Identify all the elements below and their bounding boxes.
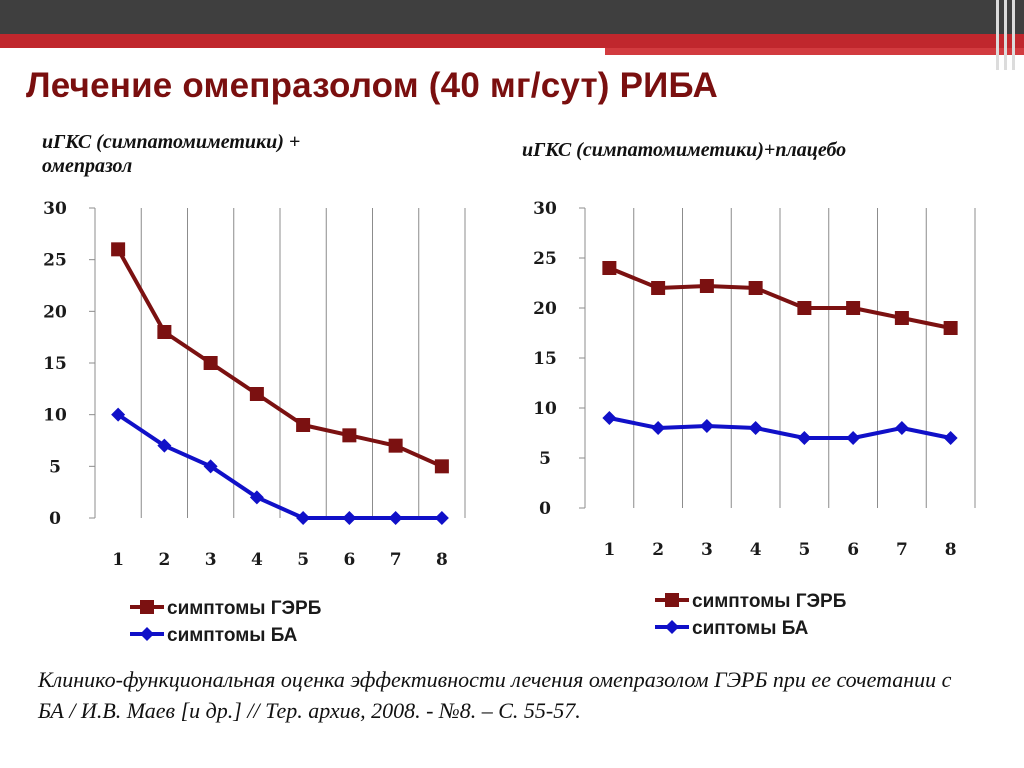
series-line <box>116 248 443 469</box>
y-tick-label: 5 <box>49 457 61 477</box>
y-tick-label: 25 <box>43 251 67 271</box>
data-point <box>797 431 812 445</box>
data-point <box>434 511 449 525</box>
x-tick-label: 4 <box>251 550 263 570</box>
right-chart-subtitle: иГКС (симпатомиметики)+плацебо <box>522 139 847 161</box>
top-dark-bar <box>0 0 1024 34</box>
data-point <box>157 325 172 339</box>
data-point <box>943 431 958 445</box>
y-tick-label: 15 <box>43 354 67 374</box>
data-point <box>748 281 763 295</box>
data-point <box>111 242 126 257</box>
y-tick-label: 25 <box>533 249 557 269</box>
data-point <box>651 281 666 295</box>
data-point <box>797 301 812 315</box>
left-subtitle-line2: омепразол <box>42 155 133 177</box>
decorative-stripe <box>1004 0 1007 70</box>
series-line <box>608 416 952 440</box>
x-tick-label: 4 <box>750 540 762 560</box>
data-point <box>388 438 403 453</box>
left-subtitle-line1: иГКС (симпатомиметики) + <box>42 131 301 153</box>
decorative-stripe <box>1012 0 1015 70</box>
data-point <box>111 407 126 422</box>
data-point <box>203 356 218 370</box>
top-red-accent <box>605 48 1024 55</box>
data-point <box>157 438 172 453</box>
left-chart-subtitle: иГКС (симпатомиметики) + омепразол <box>42 130 300 178</box>
x-tick-label: 3 <box>205 550 217 570</box>
y-tick-label: 5 <box>539 449 551 469</box>
data-point <box>846 301 861 315</box>
y-tick-label: 10 <box>43 406 67 426</box>
x-tick-label: 7 <box>896 540 908 560</box>
x-tick-label: 2 <box>158 550 170 570</box>
data-point <box>651 421 666 435</box>
data-point <box>296 511 311 525</box>
data-point <box>699 419 714 433</box>
legend-marker <box>140 600 154 614</box>
data-point <box>249 387 264 401</box>
series-line <box>608 266 952 330</box>
x-tick-label: 1 <box>603 540 615 560</box>
data-point <box>342 428 357 443</box>
data-point <box>846 431 861 445</box>
y-tick-label: 0 <box>49 509 61 529</box>
decorative-stripe <box>996 0 999 70</box>
y-tick-label: 30 <box>533 199 557 219</box>
chart-omeprazole: 0 5 10 15 20 25 30 1 2 3 4 5 6 7 8 симптомы ГЭРБ симптом… <box>43 199 466 646</box>
series-line <box>117 413 442 520</box>
data-point <box>894 421 909 435</box>
legend-marker <box>665 620 679 634</box>
top-red-bar <box>0 34 1024 48</box>
y-tick-label: 30 <box>43 199 67 219</box>
data-point <box>943 321 958 335</box>
x-tick-label: 6 <box>847 540 859 560</box>
legend-marker <box>140 627 154 641</box>
legend-label: симптомы ГЭРБ <box>167 598 321 619</box>
data-point <box>249 490 264 505</box>
legend-label: симптомы ГЭРБ <box>692 591 846 612</box>
y-tick-label: 0 <box>539 499 551 519</box>
legend-label: сиптомы БА <box>692 618 809 639</box>
x-tick-label: 5 <box>297 550 309 570</box>
x-tick-label: 3 <box>701 540 713 560</box>
data-point <box>602 411 617 425</box>
data-point <box>203 459 218 474</box>
y-tick-label: 20 <box>43 302 67 322</box>
x-tick-label: 8 <box>945 540 957 560</box>
x-tick-label: 7 <box>390 550 402 570</box>
source-caption: Клинико-функциональная оценка эффективно… <box>38 667 952 723</box>
x-tick-label: 8 <box>436 550 448 570</box>
y-tick-label: 20 <box>533 299 557 319</box>
chart-placebo: 0 5 10 15 20 25 30 1 2 3 4 5 6 7 8 симптомы ГЭРБ сиптомы… <box>533 199 976 639</box>
x-tick-label: 1 <box>112 550 124 570</box>
data-point <box>342 511 357 525</box>
x-tick-label: 2 <box>652 540 664 560</box>
y-tick-label: 10 <box>533 399 557 419</box>
x-tick-label: 5 <box>798 540 810 560</box>
legend-label: симптомы БА <box>167 625 298 646</box>
data-point <box>602 261 617 275</box>
y-tick-label: 15 <box>533 349 557 369</box>
data-point <box>296 418 311 432</box>
data-point <box>894 311 909 325</box>
data-point <box>434 459 449 474</box>
data-point <box>748 421 763 435</box>
slide-title: Лечение омепразолом (40 мг/сут) РИБА <box>26 66 718 105</box>
legend-marker <box>665 593 679 607</box>
x-tick-label: 6 <box>343 550 355 570</box>
data-point <box>699 279 714 293</box>
data-point <box>388 511 403 525</box>
